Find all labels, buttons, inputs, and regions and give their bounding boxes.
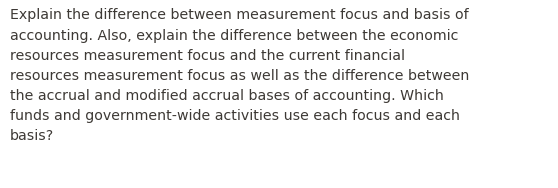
Text: Explain the difference between measurement focus and basis of
accounting. Also, : Explain the difference between measureme… [10,8,469,143]
